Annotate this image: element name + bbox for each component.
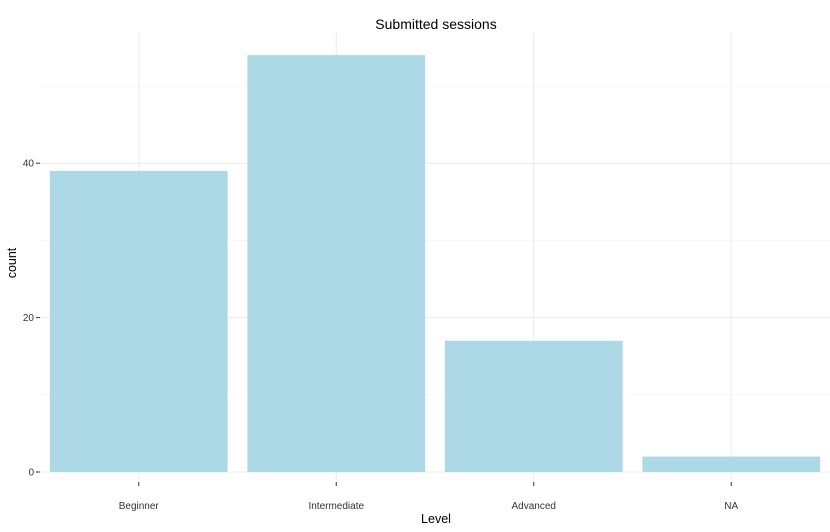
y-axis-ticks: 0 20 40 [23,159,40,479]
x-axis-ticks: Beginner Intermediate Advanced NA [119,482,739,512]
x-tick-label: Beginner [119,501,160,512]
bar [49,170,228,473]
y-tick-label: 20 [23,313,35,324]
y-tick-label: 40 [23,159,35,170]
x-tick-label: Intermediate [308,501,364,512]
y-axis-title: count [5,247,19,278]
x-axis-title: Level [421,512,451,526]
x-tick-label: Advanced [512,501,556,512]
bar [247,55,426,473]
x-tick-label: NA [724,501,738,512]
chart-title: Submitted sessions [375,16,496,32]
y-tick-label: 0 [28,468,34,479]
bars [49,55,821,473]
bar [444,340,623,472]
bar [642,456,821,472]
